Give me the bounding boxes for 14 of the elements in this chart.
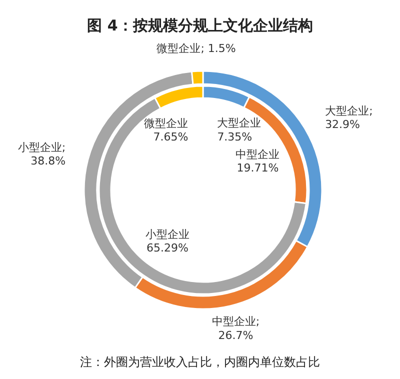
data-label: 7.65% bbox=[153, 130, 188, 144]
data-label: 7.35% bbox=[217, 130, 252, 144]
data-label: 19.71% bbox=[236, 162, 279, 175]
slice-label: 微型企业 bbox=[144, 116, 188, 130]
slice-label: 小型企业 bbox=[145, 228, 190, 241]
slice-label: 中型企业 bbox=[236, 148, 280, 161]
slice-label: 小型企业; 38.8% bbox=[18, 140, 66, 168]
slice-label: 大型企业 bbox=[217, 116, 262, 130]
chart-title: 图 4：按规模分规上文化企业结构 bbox=[87, 16, 313, 34]
slice-label: 微型企业; 1.5% bbox=[156, 42, 236, 56]
slice-label: 中型企业; 26.7% bbox=[212, 315, 260, 342]
data-label: 65.29% bbox=[146, 242, 188, 255]
text: 注：外圈为营业收入占比，内圈内单位数占比 bbox=[80, 355, 320, 370]
slice-label: 大型企业; 32.9% bbox=[325, 104, 373, 132]
